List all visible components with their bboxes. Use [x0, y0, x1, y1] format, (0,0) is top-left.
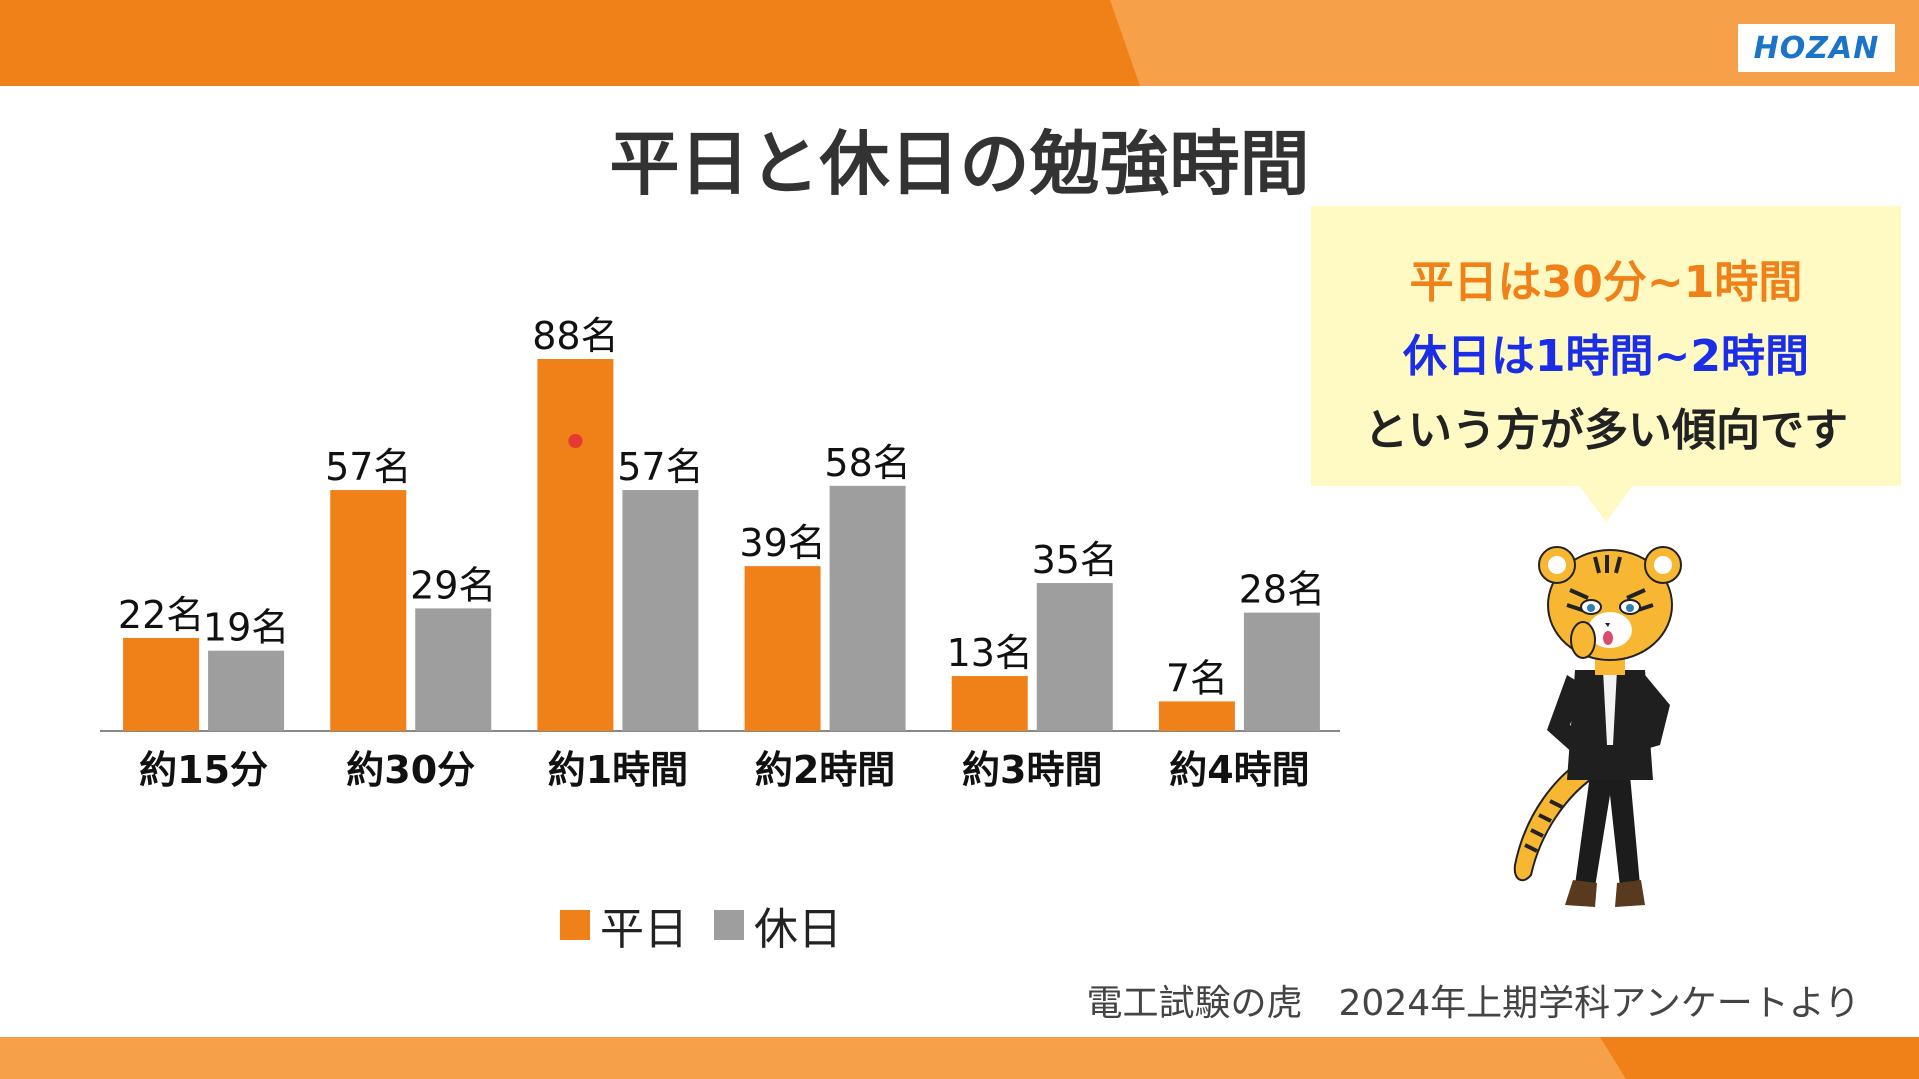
highlight-dot: [568, 434, 583, 448]
chart-legend: 平日 休日: [560, 893, 868, 957]
data-label-holiday-4: 35名: [1032, 538, 1118, 582]
speech-bubble-tail: [1578, 484, 1634, 522]
bar-holiday-5: [1243, 612, 1320, 731]
category-label-3: 約2時間: [755, 748, 895, 792]
bar-holiday-3: [829, 485, 906, 731]
bar-weekday-5: [1158, 701, 1235, 731]
category-label-5: 約4時間: [1169, 748, 1309, 792]
source-note: 電工試験の虎 2024年上期学科アンケートより: [1086, 983, 1860, 1024]
callout-summary-text: という方が多い傾向です: [1364, 405, 1848, 456]
legend-holiday: 休日: [714, 893, 842, 957]
data-label-holiday-1: 29名: [410, 563, 496, 607]
bar-holiday-2: [622, 490, 699, 731]
bar-holiday-0: [208, 650, 285, 731]
data-label-weekday-4: 13名: [947, 631, 1033, 675]
bar-holiday-4: [1036, 583, 1113, 731]
callout-holiday-text: 休日は1時間~2時間: [1402, 331, 1810, 382]
data-label-holiday-3: 58名: [824, 441, 910, 485]
data-label-holiday-2: 57名: [617, 445, 703, 489]
legend-weekday: 平日: [560, 893, 688, 957]
bar-holiday-1: [415, 608, 492, 731]
data-label-weekday-5: 7名: [1166, 656, 1228, 700]
logo-text: HOZAN: [1753, 30, 1880, 66]
data-label-weekday-2: 88名: [532, 314, 618, 358]
tiger-mascot-illustration: [1513, 546, 1682, 907]
category-label-0: 約15分: [139, 748, 268, 792]
category-label-2: 約1時間: [548, 748, 688, 792]
bar-weekday-3: [744, 566, 821, 731]
speech-bubble: 平日は30分~1時間 休日は1時間~2時間 という方が多い傾向です: [1311, 206, 1901, 486]
category-label-1: 約30分: [346, 748, 475, 792]
footer-band: [0, 1037, 1919, 1079]
legend-holiday-swatch: [714, 910, 744, 940]
hozan-logo: HOZAN: [1738, 24, 1895, 72]
legend-weekday-swatch: [560, 910, 590, 940]
data-label-weekday-3: 39名: [739, 521, 825, 565]
category-label-4: 約3時間: [962, 748, 1102, 792]
callout-weekday-text: 平日は30分~1時間: [1409, 257, 1803, 308]
bar-weekday-1: [330, 490, 407, 731]
data-label-weekday-0: 22名: [118, 593, 204, 637]
legend-holiday-label: 休日: [754, 904, 842, 955]
data-label-holiday-0: 19名: [203, 606, 289, 650]
data-label-holiday-5: 28名: [1239, 568, 1325, 612]
footer-band-accent: [1600, 1037, 1919, 1079]
page-title: 平日と休日の勉強時間: [609, 123, 1310, 205]
bar-weekday-0: [123, 638, 200, 731]
legend-weekday-label: 平日: [600, 904, 688, 955]
bar-weekday-2: [537, 359, 614, 731]
bar-weekday-4: [951, 676, 1028, 731]
data-label-weekday-1: 57名: [325, 445, 411, 489]
